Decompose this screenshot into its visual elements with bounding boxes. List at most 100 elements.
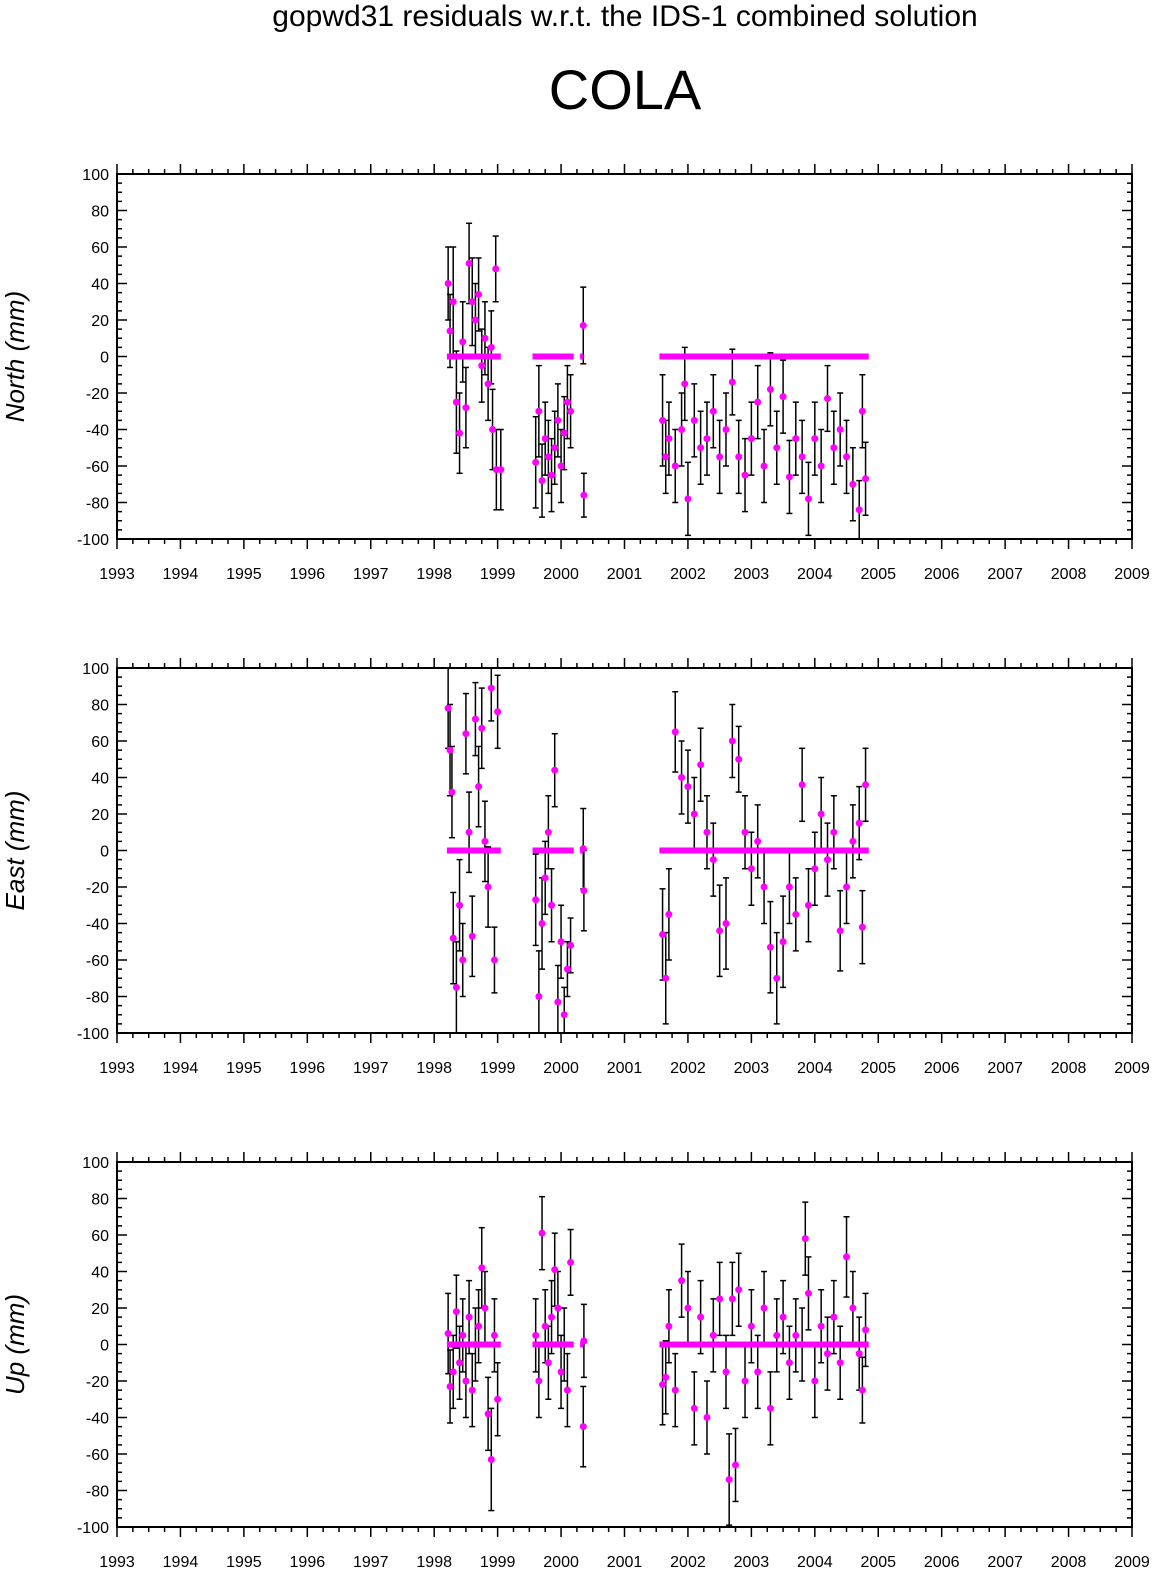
- chart-suptitle: gopwd31 residuals w.r.t. the IDS-1 combi…: [272, 0, 978, 33]
- panel2-point: [563, 965, 571, 973]
- panel3-ytick-label: 40: [91, 1265, 109, 1282]
- panel1-point: [557, 462, 565, 470]
- panel1-ytick-label: 0: [100, 350, 109, 367]
- panel3-point: [544, 1359, 552, 1367]
- panel2-point: [678, 774, 686, 781]
- panel3-point: [465, 1313, 473, 1321]
- panel2-xtick-label: 1997: [353, 1060, 389, 1077]
- panel2-point: [659, 930, 667, 938]
- panel3-point: [532, 1331, 540, 1339]
- panel3-point: [579, 1423, 587, 1431]
- panel1-ylabel: North (mm): [0, 291, 30, 422]
- panel2-xtick-label: 1996: [290, 1060, 326, 1077]
- panel3-point: [843, 1253, 851, 1261]
- panel3-point: [494, 1395, 502, 1403]
- panel3-point: [551, 1266, 559, 1274]
- panel1-point: [773, 444, 781, 452]
- panel1-xtick-label: 2000: [543, 566, 579, 583]
- panel2-point: [538, 920, 546, 927]
- panel3-point: [452, 1308, 460, 1316]
- panel3-point: [490, 1331, 498, 1339]
- panel3-point: [580, 1337, 588, 1345]
- panel1-xtick-label: 2005: [860, 566, 896, 583]
- panel1-point: [798, 453, 806, 461]
- panel1-ytick-label: 20: [91, 313, 109, 330]
- panel3-point: [858, 1386, 866, 1394]
- panel1-point: [659, 416, 667, 424]
- panel3-point: [798, 1341, 806, 1348]
- panel1-point: [728, 378, 736, 386]
- panel1-point: [551, 444, 559, 452]
- panel3-xtick-label: 1996: [290, 1554, 326, 1571]
- panel3-ytick-label: -100: [77, 1520, 109, 1537]
- panel3-point: [811, 1377, 819, 1385]
- panel2-frame: [116, 667, 1133, 1034]
- panel1-point: [779, 393, 787, 401]
- panel2-point: [456, 901, 464, 909]
- panel3-xtick-label: 1994: [163, 1554, 199, 1571]
- panel2-point: [494, 708, 502, 716]
- panel2-point: [785, 883, 793, 891]
- panel3-point: [773, 1331, 781, 1339]
- panel1-xtick-label: 1995: [226, 566, 262, 583]
- panel2-ylabel: East (mm): [0, 791, 30, 911]
- panel2-ytick-label: -20: [86, 880, 109, 897]
- panel3-point: [725, 1476, 733, 1484]
- panel2-point: [709, 856, 717, 864]
- panel3-point: [462, 1377, 470, 1385]
- panel2-point: [567, 941, 575, 949]
- panel1-point: [747, 435, 755, 443]
- panel2-xtick-label: 2004: [797, 1060, 833, 1077]
- panel2-point: [535, 993, 543, 1000]
- panel1-point: [532, 458, 540, 466]
- panel2-point: [662, 974, 670, 982]
- panel3-point: [732, 1461, 740, 1469]
- panel3-xtick-label: 2004: [797, 1554, 833, 1571]
- panel3-ytick-label: -40: [86, 1411, 109, 1428]
- panel2-point: [798, 781, 806, 789]
- panel1-point: [804, 495, 812, 503]
- panel2-point: [465, 828, 473, 836]
- panel2-ytick-label: -40: [86, 917, 109, 934]
- panel2-point: [544, 828, 552, 836]
- panel1-xtick-label: 2001: [607, 566, 643, 583]
- panel2-xtick-label: 1995: [226, 1060, 262, 1077]
- panel1-point: [449, 298, 457, 306]
- panel3-point: [760, 1304, 768, 1312]
- panel3-xtick-label: 2001: [607, 1554, 643, 1571]
- panel2-point: [444, 704, 452, 712]
- panel1-xtick-label: 2006: [924, 566, 960, 583]
- panel1-point: [862, 475, 870, 483]
- panel3-xtick-label: 1999: [480, 1554, 516, 1571]
- panel1-point: [671, 462, 679, 470]
- panel3-point: [804, 1289, 812, 1297]
- panel3-point: [659, 1381, 667, 1389]
- panel3-xtick-label: 2007: [987, 1554, 1023, 1571]
- panel3-point: [862, 1326, 870, 1334]
- panel2-point: [735, 755, 743, 763]
- panel3-point: [444, 1330, 452, 1338]
- panel1-point: [554, 416, 562, 424]
- panel1-point: [487, 343, 495, 351]
- panel2-point: [741, 828, 749, 836]
- panel1-point: [580, 491, 588, 499]
- panel3-point: [830, 1313, 838, 1321]
- panel1-point: [849, 480, 857, 488]
- panel2-point: [551, 766, 559, 774]
- panel3-point: [716, 1295, 724, 1303]
- panel1-point: [817, 462, 825, 470]
- panel1-xtick-label: 1997: [353, 566, 389, 583]
- panel2-point: [754, 837, 762, 845]
- panel3-point: [481, 1304, 489, 1312]
- panel2-point: [448, 788, 456, 796]
- panel2-ytick-label: -80: [86, 990, 109, 1007]
- panel2-point: [484, 883, 492, 891]
- panel1-point: [579, 321, 587, 329]
- panel3-point: [824, 1350, 831, 1358]
- panel1-point: [465, 259, 473, 267]
- panel1-point: [811, 435, 819, 443]
- panel2-point: [843, 883, 851, 891]
- panel3-point: [785, 1359, 793, 1367]
- panel3-point: [541, 1322, 549, 1330]
- panel2-point: [779, 938, 787, 946]
